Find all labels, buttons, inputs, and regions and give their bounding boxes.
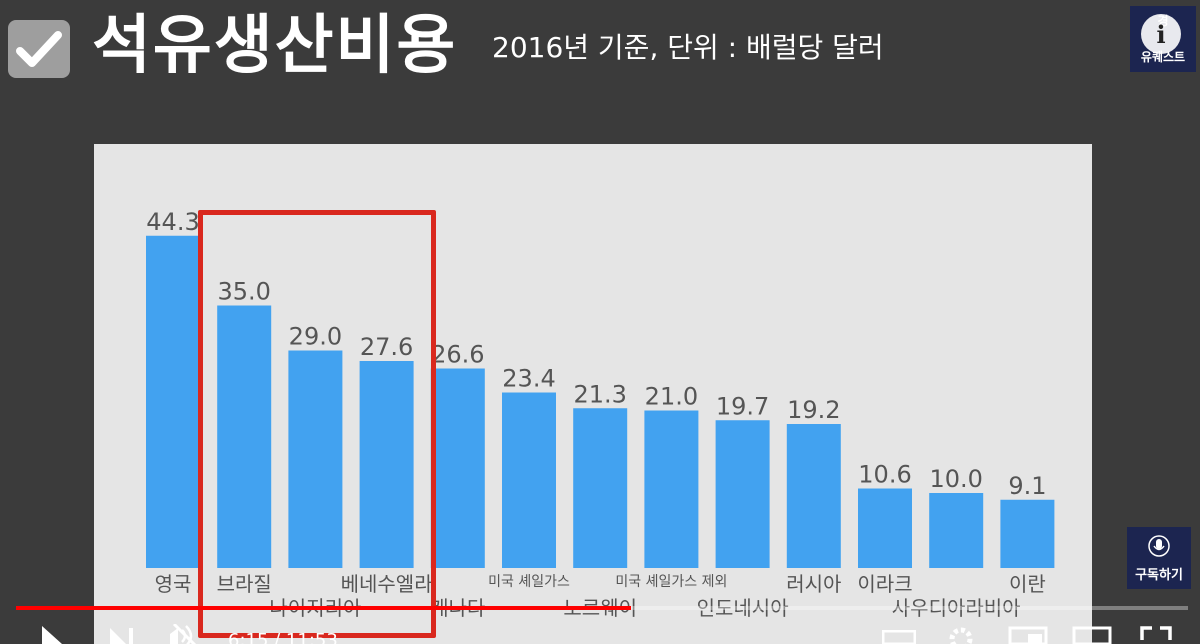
bar-4	[430, 368, 485, 568]
checkbox-icon	[8, 20, 70, 78]
bar-chart: 44.3영국35.0브라질29.0나이지리아27.6베네수엘라26.6캐나다23…	[146, 208, 1055, 620]
theater-mode-icon[interactable]	[1072, 626, 1112, 644]
time-display: 6:15 / 11:53	[228, 630, 338, 644]
bar-9	[786, 424, 841, 568]
volume-muted-icon[interactable]	[166, 624, 200, 644]
bar-7	[644, 410, 699, 568]
player-controls: 6:15 / 11:53	[0, 618, 1200, 644]
value-label-12: 9.1	[1008, 472, 1046, 500]
category-label-3: 베네수엘라	[341, 572, 433, 596]
value-label-3: 27.6	[360, 333, 413, 361]
bar-1	[217, 305, 272, 568]
miniplayer-icon[interactable]	[1008, 626, 1048, 644]
value-label-5: 23.4	[502, 365, 555, 393]
bar-0	[146, 235, 200, 568]
category-label-7: 미국 셰일가스 제외	[615, 574, 727, 590]
highlight-box	[198, 210, 436, 638]
progress-bar-played	[16, 606, 631, 610]
next-icon[interactable]	[108, 628, 136, 644]
subtitles-icon[interactable]	[882, 630, 916, 644]
channel-logo-line2: 유퀘스트	[1140, 50, 1186, 64]
category-label-0: 영국	[155, 572, 192, 596]
category-label-9: 러시아	[786, 572, 841, 596]
category-label-10: 이라크	[857, 572, 912, 596]
bar-5	[502, 392, 556, 568]
value-label-0: 44.3	[146, 208, 199, 236]
bar-10	[858, 488, 912, 568]
bar-2	[288, 350, 343, 568]
value-label-2: 29.0	[289, 323, 342, 351]
value-label-8: 19.7	[716, 392, 769, 420]
info-icon[interactable]: i	[1141, 14, 1181, 54]
bar-3	[359, 361, 414, 568]
play-icon[interactable]	[38, 626, 64, 644]
slide-title: 석유생산비용	[92, 9, 458, 83]
bar-6	[573, 408, 628, 568]
fullscreen-icon[interactable]	[1140, 626, 1172, 644]
bar-12	[1000, 499, 1055, 568]
slide-subtitle: 2016년 기준, 단위 : 배럴당 달러	[492, 31, 884, 64]
gear-icon[interactable]	[946, 624, 976, 644]
category-label-1: 브라질	[217, 572, 272, 596]
value-label-4: 26.6	[431, 341, 484, 369]
category-label-8: 인도네시아	[697, 596, 789, 620]
bar-11	[929, 493, 984, 568]
value-label-10: 10.6	[858, 461, 911, 489]
subscribe-button[interactable]: 구독하기	[1127, 527, 1191, 589]
bar-8	[715, 420, 770, 568]
value-label-7: 21.0	[645, 383, 698, 411]
microphone-icon	[1148, 534, 1170, 557]
category-label-5: 미국 셰일가스	[488, 574, 570, 590]
value-label-9: 19.2	[787, 396, 840, 424]
value-label-6: 21.3	[573, 380, 626, 408]
category-label-12: 이란	[1009, 572, 1046, 596]
category-label-11: 사우디아라비아	[892, 596, 1021, 620]
value-label-11: 10.0	[929, 465, 982, 493]
value-label-1: 35.0	[217, 278, 270, 306]
subscribe-label: 구독하기	[1135, 567, 1183, 583]
chart-panel: 44.3 영국 35.0 브라질 29.0 나이지리아 27.6 베네수엘라 26.6 캐나다 23…	[94, 144, 1092, 644]
